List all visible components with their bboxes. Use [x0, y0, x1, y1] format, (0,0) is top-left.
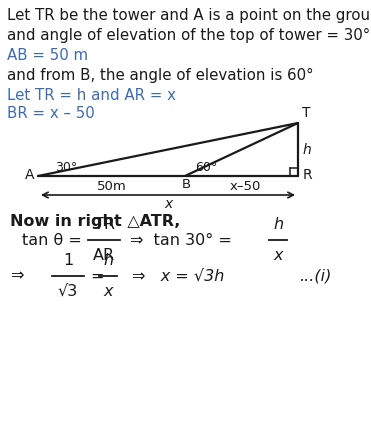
Text: h: h: [273, 217, 283, 232]
Text: R: R: [303, 168, 313, 182]
Text: x: x: [164, 197, 172, 211]
Text: and angle of elevation of the top of tower = 30°: and angle of elevation of the top of tow…: [7, 28, 370, 43]
Text: TR: TR: [93, 217, 115, 232]
Text: Let TR = h and AR = x: Let TR = h and AR = x: [7, 88, 176, 103]
Text: ...(i): ...(i): [299, 268, 331, 283]
Text: x–50: x–50: [230, 180, 261, 193]
Text: tan θ =: tan θ =: [22, 232, 82, 247]
Text: x: x: [103, 284, 113, 299]
Text: h: h: [303, 143, 312, 157]
Text: 50m: 50m: [96, 180, 127, 193]
Text: h: h: [103, 253, 113, 268]
Text: ⇒  tan 30° =: ⇒ tan 30° =: [130, 232, 232, 247]
Text: B: B: [181, 178, 191, 191]
Text: T: T: [302, 106, 311, 120]
Text: ⇒   x = √3h: ⇒ x = √3h: [132, 268, 224, 283]
Text: 1: 1: [63, 253, 73, 268]
Text: and from B, the angle of elevation is 60°: and from B, the angle of elevation is 60…: [7, 68, 313, 83]
Text: BR = x – 50: BR = x – 50: [7, 106, 95, 121]
Text: ⇒: ⇒: [10, 268, 23, 283]
Text: A: A: [24, 168, 34, 182]
Text: √3: √3: [58, 284, 78, 299]
Text: AR: AR: [93, 248, 115, 263]
Text: =: =: [90, 268, 104, 283]
Text: Now in right △ATR,: Now in right △ATR,: [10, 214, 180, 229]
Text: x: x: [273, 248, 283, 263]
Text: 30°: 30°: [55, 161, 77, 174]
Text: 60°: 60°: [195, 161, 217, 174]
Text: Let TR be the tower and A is a point on the ground: Let TR be the tower and A is a point on …: [7, 8, 371, 23]
Text: AB = 50 m: AB = 50 m: [7, 48, 88, 63]
